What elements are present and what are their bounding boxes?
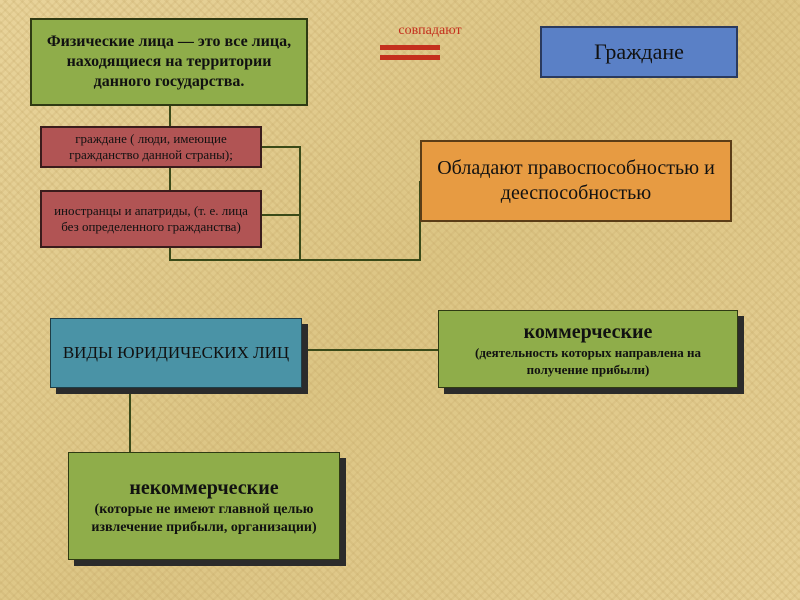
citizens-definition-text: граждане ( люди, имеющие гражданство дан…	[52, 131, 250, 164]
foreigners-definition-text: иностранцы и апатриды, (т. е. лица без о…	[52, 203, 250, 236]
foreigners-definition-box: иностранцы и апатриды, (т. е. лица без о…	[40, 190, 262, 248]
commercial-subtitle: (деятельность которых направлена на полу…	[449, 345, 727, 378]
noncommercial-box: некоммерческие (которые не имеют главной…	[68, 452, 340, 560]
citizens-definition-box: граждане ( люди, имеющие гражданство дан…	[40, 126, 262, 168]
legal-capacity-text: Обладают правоспособностью и дееспособно…	[432, 156, 720, 206]
types-of-legal-entities-box: ВИДЫ ЮРИДИЧЕСКИХ ЛИЦ	[50, 318, 302, 388]
noncommercial-title: некоммерческие	[129, 476, 278, 501]
match-label: совпадают	[380, 22, 480, 40]
physical-persons-text: Физические лица — это все лица, находящи…	[42, 32, 296, 92]
types-of-legal-entities-text: ВИДЫ ЮРИДИЧЕСКИХ ЛИЦ	[63, 342, 289, 363]
physical-persons-box: Физические лица — это все лица, находящи…	[30, 18, 308, 106]
equals-bar	[380, 55, 440, 60]
citizens-box: Граждане	[540, 26, 738, 78]
noncommercial-subtitle: (которые не имеют главной целью извлечен…	[79, 501, 329, 536]
equals-symbol	[380, 45, 440, 60]
match-text: совпадают	[398, 22, 461, 40]
legal-capacity-box: Обладают правоспособностью и дееспособно…	[420, 140, 732, 222]
citizens-text: Граждане	[594, 38, 684, 66]
equals-bar	[380, 45, 440, 50]
commercial-box: коммерческие (деятельность которых напра…	[438, 310, 738, 388]
commercial-title: коммерческие	[524, 320, 653, 345]
